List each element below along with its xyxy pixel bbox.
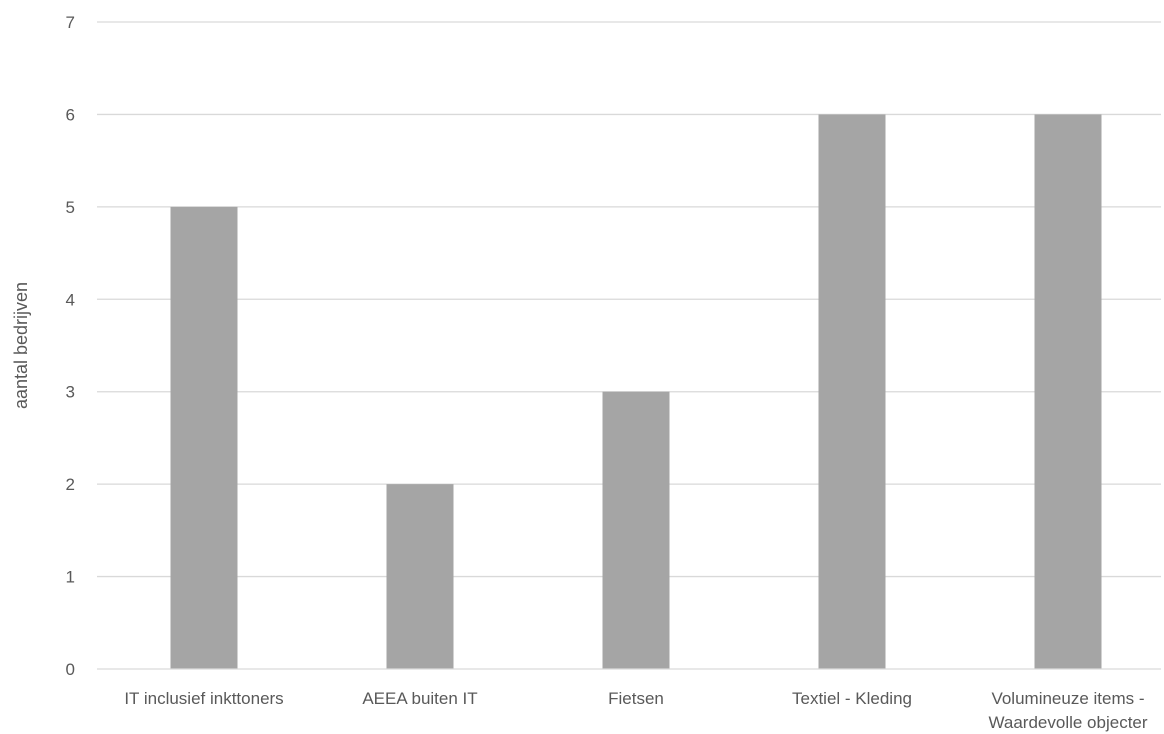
y-tick-label: 6: [66, 105, 75, 124]
y-tick-labels: 0 1 2 3 4 5 6 7: [66, 13, 75, 679]
x-tick-label: AEEA buiten IT: [362, 689, 477, 708]
y-tick-label: 7: [66, 13, 75, 32]
bars: [170, 114, 1102, 669]
y-tick-label: 5: [66, 198, 75, 217]
x-tick-label: Fietsen: [608, 689, 664, 708]
y-tick-label: 1: [66, 568, 75, 587]
y-tick-label: 4: [66, 290, 75, 309]
bar: [818, 114, 886, 669]
x-tick-labels: IT inclusief inkttoners AEEA buiten IT Fie…: [124, 689, 1148, 732]
y-tick-label: 0: [66, 660, 75, 679]
x-tick-label: Volumineuze items -Waardevolle objecter: [988, 689, 1147, 732]
x-tick-label: IT inclusief inkttoners: [124, 689, 283, 708]
bar: [170, 206, 238, 669]
bar: [602, 391, 670, 669]
y-axis-title: aantal bedrijven: [11, 282, 31, 409]
y-tick-label: 3: [66, 383, 75, 402]
bar: [386, 484, 454, 669]
y-tick-label: 2: [66, 475, 75, 494]
bar: [1034, 114, 1102, 669]
x-tick-label: Textiel - Kleding: [792, 689, 912, 708]
